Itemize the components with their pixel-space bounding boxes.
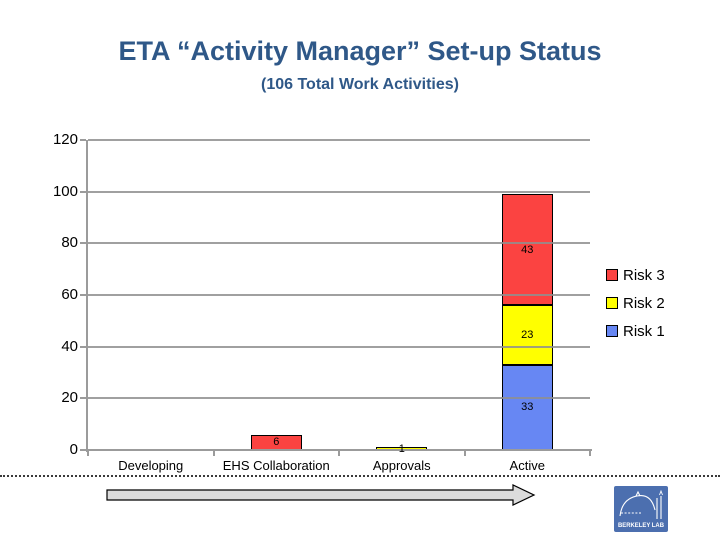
legend-row: Risk 3 xyxy=(606,261,665,289)
bar-segment xyxy=(501,364,553,450)
y-tick-label: 0 xyxy=(69,441,78,458)
y-tick xyxy=(80,449,86,451)
y-tick-label: 60 xyxy=(61,286,78,303)
x-axis xyxy=(83,449,592,451)
gridline xyxy=(88,190,590,193)
gridline xyxy=(88,242,590,245)
dotted-divider xyxy=(0,475,720,477)
legend-swatch-icon xyxy=(606,297,618,309)
berkeley-lab-logo: BERKELEY LAB xyxy=(614,486,668,537)
arrow-shape xyxy=(106,484,536,506)
y-tick xyxy=(80,139,86,141)
legend-swatch-icon xyxy=(606,325,618,337)
x-category-label: EHS Collaboration xyxy=(222,458,330,473)
x-tick xyxy=(589,450,591,456)
y-tick xyxy=(80,345,86,348)
bar-segment xyxy=(501,305,553,365)
y-axis xyxy=(86,140,88,452)
gridline xyxy=(88,294,590,296)
y-tick xyxy=(80,397,86,400)
bar-value-label: 43 xyxy=(521,243,534,256)
bar-segment xyxy=(501,194,553,306)
x-tick xyxy=(338,450,340,456)
legend-label: Risk 3 xyxy=(623,266,665,284)
y-tick-label: 120 xyxy=(52,131,78,148)
legend-swatch-icon xyxy=(606,269,618,281)
legend-label: Risk 1 xyxy=(623,322,665,340)
y-tick-label: 20 xyxy=(61,389,78,407)
dome-sketch-icon xyxy=(619,489,663,519)
x-category-label: Active xyxy=(509,458,545,473)
legend-label: Risk 2 xyxy=(623,294,665,312)
y-tick-label: 100 xyxy=(52,182,78,200)
y-tick xyxy=(80,294,86,296)
y-tick-label: 80 xyxy=(61,234,78,252)
chart-legend: Risk 3 Risk 2 Risk 1 xyxy=(606,261,665,345)
slide-title: ETA “Activity Manager” Set-up Status xyxy=(118,36,602,66)
logo-background xyxy=(614,486,668,532)
x-tick xyxy=(87,450,89,456)
slide-subtitle: (106 Total Work Activities) xyxy=(261,76,459,93)
gridline xyxy=(88,345,590,348)
y-tick xyxy=(80,190,86,193)
gridline xyxy=(88,397,590,400)
progress-arrow xyxy=(106,483,536,512)
legend-row: Risk 2 xyxy=(606,289,665,317)
bar-value-label: 23 xyxy=(521,329,534,342)
x-category-label: Developing xyxy=(118,458,184,473)
logo-text: BERKELEY LAB xyxy=(618,522,664,529)
y-tick xyxy=(80,242,86,245)
x-category-label: Approvals xyxy=(372,458,431,473)
bar-value-label: 33 xyxy=(521,401,534,414)
bar-value-label: 1 xyxy=(398,442,405,455)
gridline xyxy=(88,139,590,141)
x-tick xyxy=(463,450,466,456)
x-tick xyxy=(212,450,215,456)
bar-value-label: 6 xyxy=(273,436,280,449)
legend-row: Risk 1 xyxy=(606,317,665,345)
y-tick-label: 40 xyxy=(61,337,78,355)
